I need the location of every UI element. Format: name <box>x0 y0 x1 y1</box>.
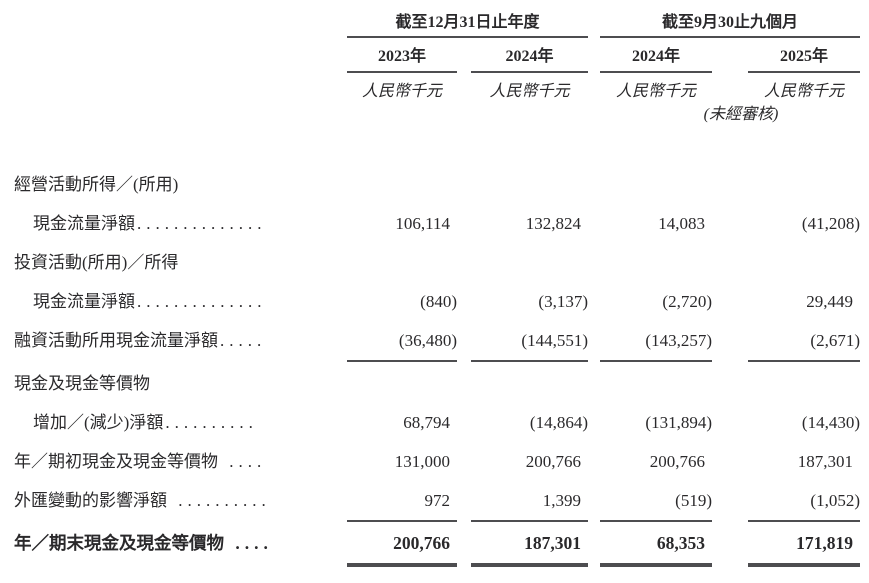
row-label: 經營活動所得／(所用) <box>14 165 347 204</box>
table-body: 經營活動所得／(所用) 現金流量淨額.............. 106,114 13… <box>14 165 860 567</box>
row-label-text: 增加／(減少)淨額 <box>33 413 164 432</box>
year-header-row: 2023年 2024年 2024年 2025年 <box>14 46 860 73</box>
rule-segment <box>347 360 457 362</box>
row-label: 增加／(減少)淨額.......... <box>14 403 347 442</box>
unit-label-9m2024: 人民幣千元 <box>615 83 696 100</box>
rule-segment <box>748 360 860 362</box>
row-label-text: 現金流量淨額 <box>33 292 135 311</box>
dot-leader: .... <box>226 533 273 553</box>
value-cell-fy2024: 187,301 <box>524 533 581 553</box>
value-cell-9m2025: 187,301 <box>797 452 853 471</box>
row-label-text: 現金流量淨額 <box>33 214 135 233</box>
value-cell-9m2025: (41,208) <box>801 214 860 233</box>
value-cell-fy2023: 106,114 <box>395 214 450 233</box>
table-row: 年／期末現金及現金等價物 .... 200,766 187,301 68,353 171… <box>14 524 860 563</box>
rule-segment <box>347 563 457 567</box>
dot-leader: .............. <box>137 214 267 233</box>
column-header-fy2023: 2023年 <box>347 46 457 73</box>
unaudited-note-row: (未經審核) <box>14 105 860 125</box>
value-cell-9m2024: (519) <box>675 491 712 510</box>
row-label: 現金流量淨額.............. <box>14 282 347 321</box>
column-group-interim-title: 截至9月30止九個月 <box>661 14 798 31</box>
table-row: 現金及現金等價物 <box>14 364 860 403</box>
row-label: 外匯變動的影響淨額 .......... <box>14 481 347 520</box>
column-group-annual-title: 截至12月31日止年度 <box>395 14 540 31</box>
column-group-interim: 截至9月30止九個月 <box>600 12 860 38</box>
value-cell-9m2024: (131,894) <box>645 413 712 432</box>
value-cell-fy2024: 1,399 <box>542 491 581 510</box>
value-cell-fy2024: (3,137) <box>538 292 588 311</box>
total-double-rule <box>14 563 860 567</box>
row-label-text: 外匯變動的影響淨額 <box>14 491 167 510</box>
column-header-9m2024: 2024年 <box>600 46 712 73</box>
dot-leader: .......... <box>169 491 271 510</box>
rule-segment <box>600 360 712 362</box>
dot-leader: .... <box>220 452 267 471</box>
value-cell-9m2025: (1,052) <box>810 491 860 510</box>
rule-segment <box>471 520 588 522</box>
value-cell-9m2025: 171,819 <box>796 533 853 553</box>
value-cell-fy2023: 68,794 <box>403 413 450 432</box>
row-label: 現金及現金等價物 <box>14 364 347 403</box>
rule-segment <box>471 563 588 567</box>
column-header-9m2025: 2025年 <box>748 46 860 73</box>
value-cell-fy2024: 132,824 <box>525 214 581 233</box>
column-header-fy2024: 2024年 <box>471 46 588 73</box>
rule-segment <box>600 520 712 522</box>
value-cell-9m2024: 200,766 <box>649 452 705 471</box>
row-label-text: 年／期末現金及現金等價物 <box>14 533 224 553</box>
rule-segment <box>600 563 712 567</box>
value-cell-fy2024: (144,551) <box>521 331 588 350</box>
unaudited-note: (未經審核) <box>703 106 779 123</box>
unit-label-fy2023: 人民幣千元 <box>361 83 442 100</box>
table-row: 外匯變動的影響淨額 .......... 972 1,399 (519) (1,052) <box>14 481 860 520</box>
row-label: 投資活動(所用)／所得 <box>14 243 347 282</box>
value-cell-9m2024: (143,257) <box>645 331 712 350</box>
column-group-annual: 截至12月31日止年度 <box>347 12 588 38</box>
table-row: 年／期初現金及現金等價物 .... 131,000 200,766 200,766 18… <box>14 442 860 481</box>
row-label-text: 年／期初現金及現金等價物 <box>14 452 218 471</box>
unit-label-fy2024: 人民幣千元 <box>489 83 570 100</box>
row-label: 年／期初現金及現金等價物 .... <box>14 442 347 481</box>
value-cell-9m2025: 29,449 <box>806 292 853 311</box>
rule-segment <box>347 520 457 522</box>
row-label: 年／期末現金及現金等價物 .... <box>14 524 347 563</box>
value-cell-fy2023: 972 <box>424 491 451 510</box>
rule-segment <box>748 520 860 522</box>
table-row: 現金流量淨額.............. 106,114 132,824 14,083… <box>14 204 860 243</box>
table-row: 經營活動所得／(所用) <box>14 165 860 204</box>
row-label: 現金流量淨額.............. <box>14 204 347 243</box>
subtotal-rule <box>14 360 860 362</box>
row-label-text: 融資活動所用現金流量淨額 <box>14 331 218 350</box>
table-row: 現金流量淨額.............. (840) (3,137) (2,720) 2… <box>14 282 860 321</box>
value-cell-fy2024: (14,864) <box>529 413 588 432</box>
rule-segment <box>471 360 588 362</box>
row-label-text: 現金及現金等價物 <box>14 374 150 393</box>
unit-header-row: 人民幣千元 人民幣千元 人民幣千元 人民幣千元 <box>14 82 860 102</box>
dot-leader: ..... <box>220 331 267 350</box>
unit-label-9m2025: 人民幣千元 <box>763 83 844 100</box>
table-row: 投資活動(所用)／所得 <box>14 243 860 282</box>
value-cell-9m2024: 68,353 <box>656 533 705 553</box>
dot-leader: .......... <box>165 413 258 432</box>
dot-leader: .............. <box>137 292 267 311</box>
value-cell-9m2025: (14,430) <box>801 413 860 432</box>
value-cell-fy2023: 131,000 <box>394 452 450 471</box>
value-cell-fy2023: (36,480) <box>398 331 457 350</box>
row-label-text: 投資活動(所用)／所得 <box>14 253 179 272</box>
value-cell-9m2025: (2,671) <box>810 331 860 350</box>
rule-segment <box>748 563 860 567</box>
value-cell-fy2023: 200,766 <box>393 533 450 553</box>
value-cell-9m2024: 14,083 <box>658 214 705 233</box>
table-row: 增加／(減少)淨額.......... 68,794 (14,864) (131,89… <box>14 403 860 442</box>
row-label: 融資活動所用現金流量淨額..... <box>14 321 347 360</box>
value-cell-9m2024: (2,720) <box>662 292 712 311</box>
table-row: 融資活動所用現金流量淨額..... (36,480) (144,551) (143,2… <box>14 321 860 360</box>
row-label-text: 經營活動所得／(所用) <box>14 175 179 194</box>
subtotal-rule <box>14 520 860 522</box>
value-cell-fy2023: (840) <box>420 292 457 311</box>
column-group-row: 截至12月31日止年度 截至9月30止九個月 <box>14 12 860 38</box>
value-cell-fy2024: 200,766 <box>525 452 581 471</box>
